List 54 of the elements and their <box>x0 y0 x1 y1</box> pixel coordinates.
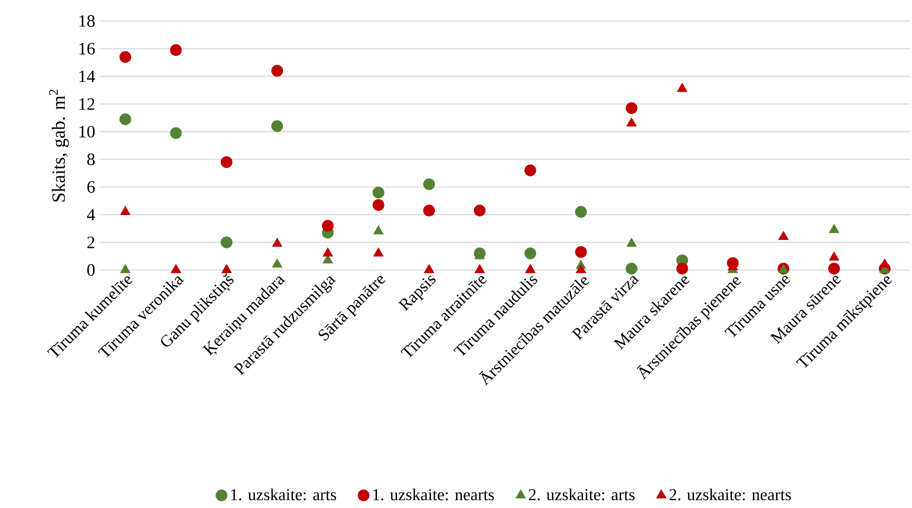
point <box>170 127 182 139</box>
point <box>474 264 485 274</box>
point <box>626 262 638 274</box>
point <box>828 252 840 261</box>
y-tick-label: 10 <box>79 126 95 138</box>
point <box>423 204 435 216</box>
y-tick-label: 4 <box>86 208 96 220</box>
y-tick-label: 12 <box>79 98 94 110</box>
point <box>119 113 132 126</box>
point <box>120 206 130 215</box>
point <box>170 44 182 56</box>
point <box>524 248 536 260</box>
y-tick-label: 6 <box>87 181 95 193</box>
point <box>170 264 182 274</box>
point <box>272 238 282 247</box>
point <box>575 206 587 218</box>
point <box>828 262 840 274</box>
point <box>676 262 688 274</box>
point <box>626 238 637 247</box>
point <box>272 258 282 268</box>
point <box>220 236 232 248</box>
point <box>372 199 384 211</box>
y-tick-label: 2 <box>87 236 94 248</box>
y-tick-label: 8 <box>87 153 95 166</box>
point <box>524 164 536 176</box>
point <box>373 225 384 234</box>
point <box>626 117 637 126</box>
y-axis-title: Skaits, gab. m$^{2}$ <box>49 90 69 202</box>
y-tick-label: 14 <box>79 70 96 82</box>
y-tick-label: 18 <box>79 15 95 27</box>
y-tick-label: 16 <box>79 42 95 54</box>
point <box>474 204 486 216</box>
point <box>575 246 587 258</box>
point <box>423 178 435 190</box>
point <box>271 120 284 132</box>
legend-label: 1. uzskaite: nearts <box>373 488 494 500</box>
point <box>372 186 384 198</box>
point <box>322 220 334 232</box>
point <box>119 51 132 63</box>
point <box>424 264 434 274</box>
legend-label: 2. uzskaite: nearts <box>670 488 791 500</box>
y-tick-label: 0 <box>87 264 95 276</box>
legend-label: 1. uzskaite: arts <box>231 488 336 500</box>
point <box>576 264 586 274</box>
point <box>373 248 384 256</box>
point <box>221 264 232 274</box>
legend-label: 2. uzskaite: arts <box>528 488 635 500</box>
point <box>220 156 232 168</box>
point <box>778 230 789 240</box>
point <box>271 64 284 77</box>
point <box>120 264 130 274</box>
point <box>828 224 840 233</box>
point <box>322 248 333 256</box>
point <box>626 102 638 114</box>
